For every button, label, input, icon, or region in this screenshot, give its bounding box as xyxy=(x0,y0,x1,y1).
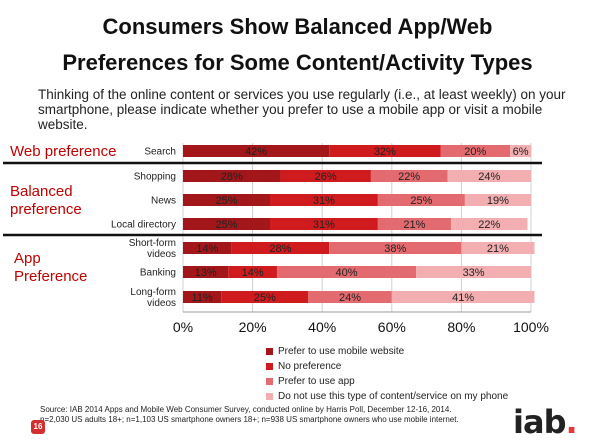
bar-segment xyxy=(391,291,535,303)
bar-segment xyxy=(183,242,232,254)
category-label: News xyxy=(151,196,176,207)
bar-segment xyxy=(270,194,378,206)
bar-segment xyxy=(183,266,229,278)
group-label-web: Web preference xyxy=(10,143,117,160)
title-line-2: Preferences for Some Content/Activity Ty… xyxy=(62,50,533,75)
data-label: 28% xyxy=(221,171,243,183)
bar-segment xyxy=(464,194,531,206)
x-tick-label: 60% xyxy=(378,319,406,335)
data-label: 40% xyxy=(336,267,358,279)
bar-segment xyxy=(231,242,330,254)
bar-segment xyxy=(461,242,535,254)
bar-segment xyxy=(308,291,392,303)
data-label: 24% xyxy=(478,171,500,183)
category-label: Shopping xyxy=(134,172,176,183)
data-label: 11% xyxy=(192,292,213,304)
data-label: 28% xyxy=(269,243,291,255)
bar-segment xyxy=(228,266,277,278)
bar-segment xyxy=(183,291,222,303)
data-label: 31% xyxy=(313,195,335,207)
legend-swatch xyxy=(266,363,273,370)
data-label: 25% xyxy=(215,195,237,207)
group-label-app-2: Preference xyxy=(14,268,88,285)
bar-segment xyxy=(183,170,281,182)
group-label-balanced-2: preference xyxy=(10,201,82,218)
data-label: 14% xyxy=(196,243,218,255)
category-label: videos xyxy=(147,298,176,309)
legend-item: Do not use this type of content/service … xyxy=(266,389,508,404)
x-tick-label: 40% xyxy=(308,319,336,335)
category-label: Local directory xyxy=(111,220,176,231)
category-label: Short-form xyxy=(129,238,176,249)
x-tick-label: 20% xyxy=(239,319,267,335)
group-label-app-1: App xyxy=(14,250,41,267)
bar-segment xyxy=(329,145,441,157)
bar-segment xyxy=(183,218,270,230)
bar-segment xyxy=(329,242,462,254)
page-number: 16 xyxy=(31,420,45,434)
bar-segment xyxy=(377,218,451,230)
group-label-balanced-1: Balanced xyxy=(10,183,73,200)
data-label: 31% xyxy=(313,219,335,231)
data-label: 20% xyxy=(464,146,486,158)
data-label: 21% xyxy=(487,243,509,255)
category-label: Long-form xyxy=(130,287,176,298)
category-label: Search xyxy=(144,147,176,158)
data-label: 26% xyxy=(315,171,337,183)
legend-item: Prefer to use mobile website xyxy=(266,344,508,359)
bar-segment xyxy=(447,170,531,182)
legend-label: Do not use this type of content/service … xyxy=(278,391,509,402)
legend-swatch xyxy=(266,393,273,400)
survey-question: Thinking of the online content or servic… xyxy=(38,87,566,132)
iab-logo-dot: . xyxy=(565,403,577,441)
source-note: Source: IAB 2014 Apps and Mobile Web Con… xyxy=(40,405,459,424)
bar-segment xyxy=(450,218,528,230)
bar-segment xyxy=(377,194,465,206)
bar-segment xyxy=(221,291,309,303)
data-label: 22% xyxy=(478,219,500,231)
x-tick-label: 80% xyxy=(447,319,475,335)
data-label: 33% xyxy=(463,267,485,279)
legend-label: Prefer to use mobile website xyxy=(278,346,405,357)
legend-label: No preference xyxy=(278,361,342,372)
data-label: 19% xyxy=(487,195,509,207)
x-tick-label: 100% xyxy=(513,319,549,335)
bar-segment xyxy=(276,266,417,278)
iab-logo: iab. xyxy=(513,403,578,441)
data-label: 13% xyxy=(195,267,217,279)
bar-segment xyxy=(183,194,270,206)
legend-swatch xyxy=(266,348,273,355)
bar-segment xyxy=(440,145,511,157)
data-label: 22% xyxy=(398,171,420,183)
legend-item: Prefer to use app xyxy=(266,374,508,389)
data-label: 14% xyxy=(242,267,264,279)
bar-segment xyxy=(270,218,378,230)
legend-swatch xyxy=(266,378,273,385)
bar-segment xyxy=(510,145,531,157)
iab-logo-text: iab xyxy=(513,403,566,441)
bar-segment xyxy=(183,145,330,157)
category-label: videos xyxy=(147,249,176,260)
data-label: 25% xyxy=(410,195,432,207)
legend-item: No preference xyxy=(266,359,508,374)
bar-segment xyxy=(370,170,448,182)
category-label: Banking xyxy=(140,268,176,279)
data-label: 6% xyxy=(513,146,529,158)
data-label: 32% xyxy=(374,146,396,158)
data-label: 38% xyxy=(384,243,406,255)
legend-label: Prefer to use app xyxy=(278,376,355,387)
data-label: 25% xyxy=(254,292,276,304)
x-tick-label: 0% xyxy=(173,319,193,335)
bar-segment xyxy=(280,170,371,182)
data-label: 25% xyxy=(215,219,237,231)
data-label: 21% xyxy=(403,219,425,231)
data-label: 24% xyxy=(339,292,361,304)
data-label: 41% xyxy=(452,292,474,304)
bar-segment xyxy=(416,266,531,278)
title-line-1: Consumers Show Balanced App/Web xyxy=(102,14,493,39)
data-label: 42% xyxy=(245,146,267,158)
chart-legend: Prefer to use mobile website No preferenc… xyxy=(266,344,508,404)
